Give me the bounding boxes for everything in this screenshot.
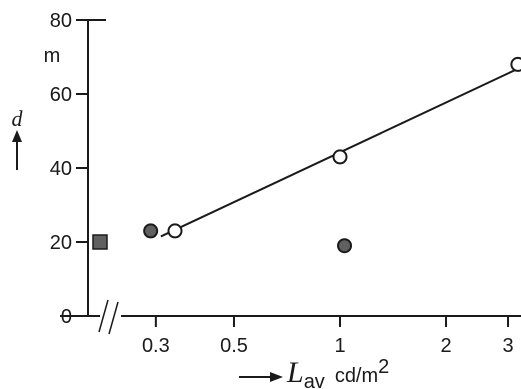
open-circle-marker — [332, 149, 348, 165]
x-axis-symbol: L — [286, 356, 304, 389]
fit-line-group — [160, 66, 521, 238]
x-tick-label: 3 — [502, 335, 513, 357]
y-tick-label: 40 — [50, 158, 72, 180]
x-axis-unit: cd/m — [335, 365, 378, 387]
square-marker — [92, 234, 108, 250]
axis-break-mark — [108, 301, 119, 335]
open-circle-marker — [167, 223, 183, 239]
open-circle-marker — [510, 56, 521, 72]
data-points — [92, 56, 521, 254]
up-arrow-icon — [12, 130, 22, 170]
x-axis-label: Lav cd/m2 — [286, 356, 389, 389]
filled-circle-marker — [143, 223, 159, 239]
x-tick-label: 2 — [440, 335, 451, 357]
x-ticks: 0.3 0.5 1 2 3 — [142, 316, 514, 357]
x-tick-label: 0.3 — [142, 335, 170, 357]
axis-break-mark — [98, 299, 109, 333]
x-axis-subscript: av — [304, 371, 325, 389]
fit-line — [160, 66, 521, 238]
y-tick-label: 80 — [50, 10, 72, 32]
x-tick-label: 1 — [334, 335, 345, 357]
y-tick-label: 20 — [50, 232, 72, 254]
x-tick-label: 0.5 — [220, 335, 248, 357]
axes — [60, 19, 521, 335]
y-tick-label: 0 — [61, 306, 72, 328]
y-axis-label: d — [12, 106, 24, 131]
x-axis-unit-superscript: 2 — [378, 356, 389, 378]
filled-circle-marker — [337, 238, 353, 254]
right-arrow-icon — [239, 372, 283, 382]
y-unit-label: m — [44, 45, 61, 67]
y-ticks: 0 20 40 60 80 — [50, 10, 88, 328]
y-tick-label: 60 — [50, 84, 72, 106]
